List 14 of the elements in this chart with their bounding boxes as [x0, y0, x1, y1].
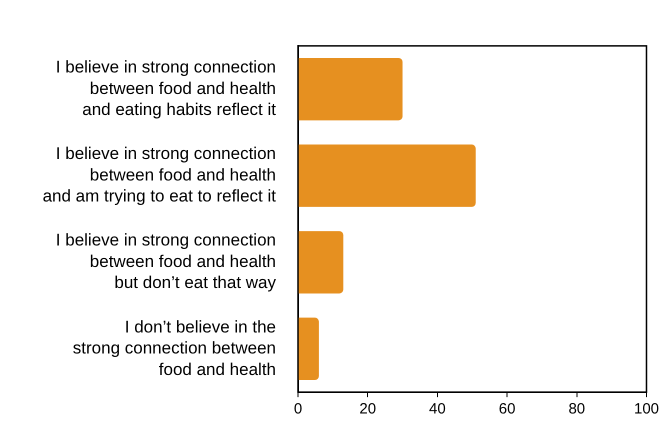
bar	[298, 144, 476, 207]
x-tick-label: 60	[498, 400, 516, 418]
x-tick-label: 20	[359, 400, 376, 418]
y-tick-label: I don’t believe in the strong connection between food and health	[72, 317, 276, 379]
x-tick-label: 0	[294, 400, 302, 418]
y-tick-label: I believe in strong connection between food and health but don’t eat that way	[56, 230, 276, 292]
bar	[298, 318, 319, 380]
bar	[298, 231, 344, 294]
bar	[298, 58, 403, 120]
y-tick-label: I believe in strong connection between food and health and eating habits reflect it	[56, 58, 276, 120]
y-tick-label: I believe in strong connection between food and health and am trying to eat to reflect it	[42, 144, 276, 206]
x-tick-label: 100	[634, 400, 659, 418]
x-tick-label: 40	[429, 400, 446, 418]
x-tick-label: 80	[568, 400, 586, 418]
